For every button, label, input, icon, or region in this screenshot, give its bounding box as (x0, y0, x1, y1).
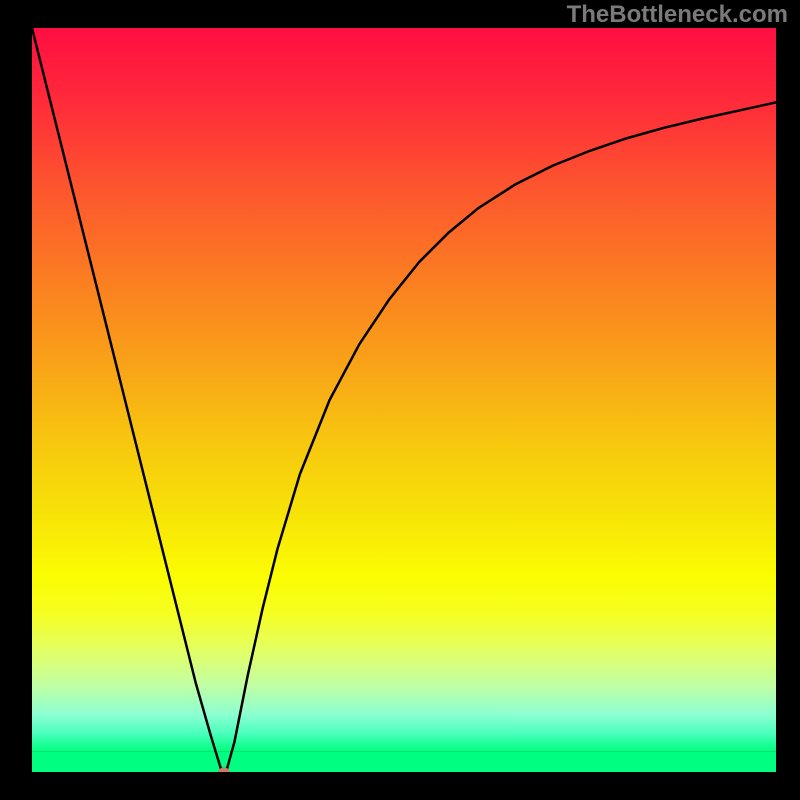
chart-frame: TheBottleneck.com (0, 0, 800, 800)
watermark-text: TheBottleneck.com (567, 1, 788, 29)
bottom-band (32, 751, 776, 772)
plot-area (32, 28, 776, 772)
bottleneck-curve-chart (32, 28, 776, 772)
gradient-background (32, 28, 776, 751)
